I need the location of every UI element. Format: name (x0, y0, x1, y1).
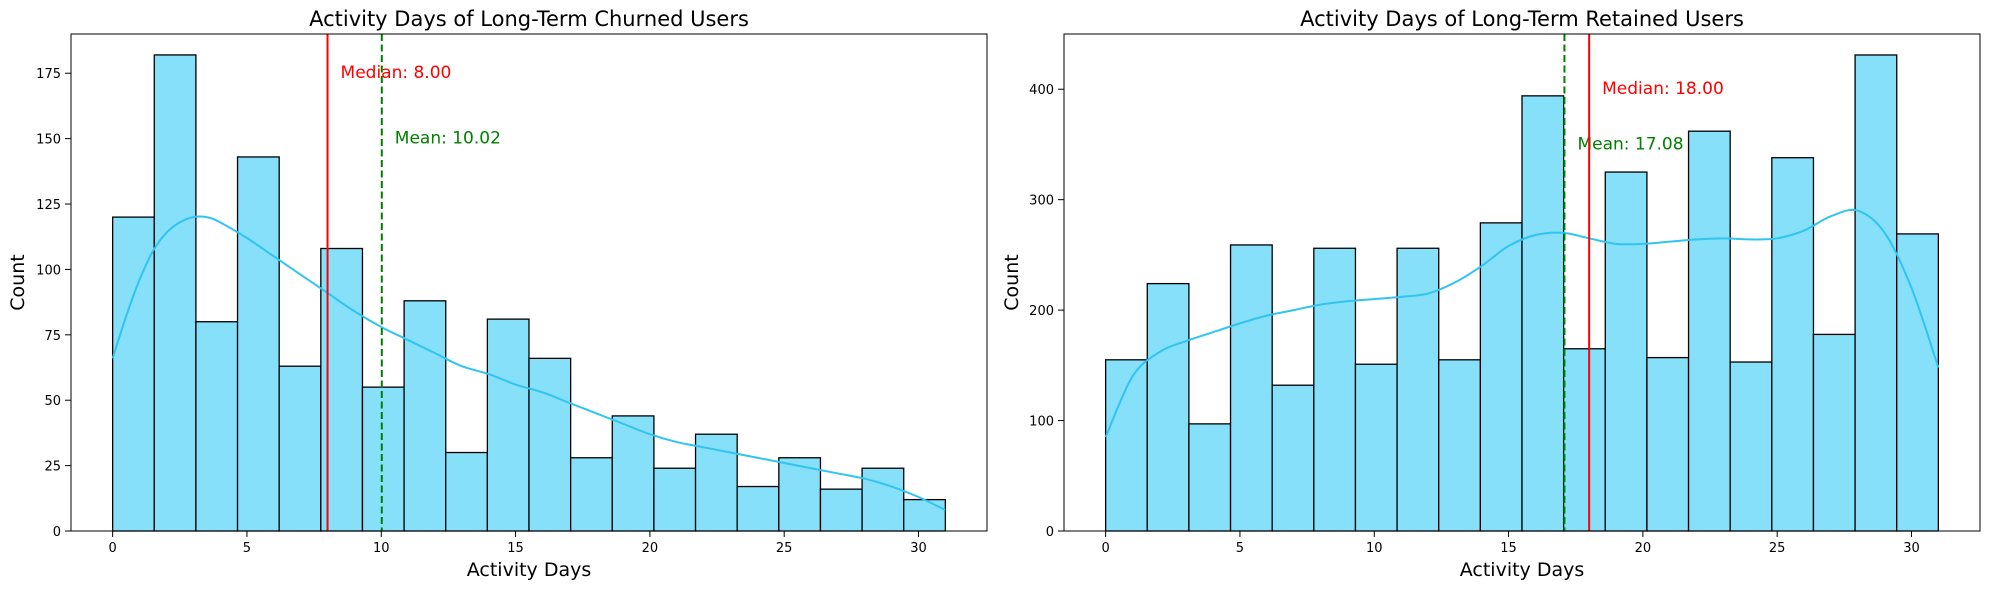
x-axis-label-churned: Activity Days (467, 559, 592, 581)
y-axis-label-churned: Count (7, 254, 29, 310)
mean-label: Mean: 17.08 (1577, 134, 1683, 154)
axes-frame (70, 33, 988, 532)
histogram-bar (903, 498, 947, 532)
x-tick-label: 20 (642, 541, 659, 556)
mean-label: Mean: 10.02 (395, 129, 501, 149)
histogram-bar (153, 54, 197, 532)
y-tick-label: 25 (44, 460, 61, 475)
histogram-bar (1479, 222, 1523, 532)
y-tick-label: 75 (44, 329, 61, 344)
x-tick-label: 30 (910, 541, 927, 556)
histogram-bar (861, 467, 905, 532)
x-tick-label: 15 (1500, 541, 1517, 556)
histogram-bar (819, 488, 863, 532)
histogram-bar (1646, 356, 1690, 532)
x-tick-label: 10 (373, 541, 390, 556)
histogram-bar (486, 318, 530, 532)
kde-curve (111, 215, 946, 511)
x-tick-label: 0 (1101, 541, 1109, 556)
histogram-bar (1771, 157, 1815, 532)
kde-curve (1104, 208, 1940, 438)
x-tick-label: 20 (1635, 541, 1652, 556)
histogram-bar (1687, 130, 1731, 532)
y-tick-label: 200 (1029, 304, 1054, 319)
histogram-bar (1146, 282, 1190, 532)
y-tick-label: 175 (36, 67, 61, 82)
histogram-bar (361, 386, 405, 532)
y-tick-label: 0 (53, 525, 61, 540)
histogram-bar (236, 156, 280, 532)
axes-frame (1063, 33, 1981, 532)
chart-retained: Activity Days of Long-Term Retained User… (1001, 7, 1981, 581)
y-tick-label: 100 (36, 263, 61, 278)
chart-title-retained: Activity Days of Long-Term Retained User… (1300, 7, 1744, 31)
histogram-bar (1188, 423, 1232, 532)
y-tick-label: 125 (36, 198, 61, 213)
x-tick-label: 30 (1903, 541, 1920, 556)
histogram-bar (611, 415, 655, 532)
histogram-bar (1604, 171, 1648, 532)
x-tick-label: 15 (507, 541, 524, 556)
histogram-bar (1854, 54, 1898, 532)
y-tick-label: 0 (1046, 525, 1054, 540)
histogram-bar (694, 433, 738, 532)
x-tick-label: 5 (1236, 541, 1244, 556)
y-axis-label-retained: Count (1001, 254, 1023, 310)
x-axis-label-retained: Activity Days (1460, 559, 1585, 581)
histogram-bar (1396, 247, 1440, 532)
median-label: Median: 18.00 (1602, 79, 1724, 99)
x-tick-label: 0 (108, 541, 116, 556)
histogram-bar (1521, 95, 1565, 532)
y-tick-label: 400 (1029, 83, 1054, 98)
y-tick-label: 300 (1029, 194, 1054, 209)
histogram-bar (528, 357, 572, 532)
histogram-bar (569, 457, 613, 532)
histogram-bar (1562, 348, 1606, 532)
histogram-bar (195, 321, 239, 532)
x-tick-label: 25 (1769, 541, 1786, 556)
histogram-bar (1812, 333, 1856, 532)
median-label: Median: 8.00 (341, 63, 452, 83)
histogram-bar (1354, 363, 1398, 532)
histogram-bar (736, 485, 780, 532)
x-tick-label: 25 (776, 541, 793, 556)
histogram-bar (1229, 244, 1273, 532)
histogram-bar (1438, 359, 1482, 532)
chart-title-churned: Activity Days of Long-Term Churned Users (309, 7, 749, 31)
histogram-bar (278, 365, 322, 532)
chart-churned: Activity Days of Long-Term Churned Users… (7, 7, 988, 581)
histogram-bar (1896, 233, 1940, 532)
histogram-bar (403, 300, 447, 532)
y-tick-label: 50 (44, 394, 61, 409)
histogram-bar (653, 467, 697, 532)
y-tick-label: 100 (1029, 415, 1054, 430)
histogram-bar (1271, 384, 1315, 532)
y-tick-label: 150 (36, 133, 61, 148)
x-tick-label: 5 (243, 541, 251, 556)
histogram-bar (1104, 359, 1148, 532)
histogram-bar (111, 216, 155, 532)
histogram-bar (1729, 361, 1773, 532)
x-tick-label: 10 (1366, 541, 1383, 556)
histogram-bar (445, 451, 489, 532)
histogram-bar (1313, 247, 1357, 532)
